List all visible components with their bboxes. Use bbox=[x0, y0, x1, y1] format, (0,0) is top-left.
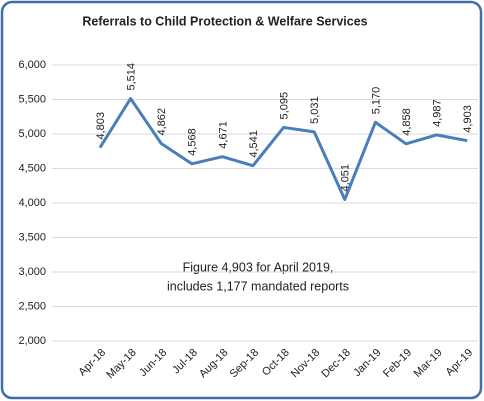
data-label: 4,987 bbox=[432, 99, 444, 127]
data-label: 4,903 bbox=[462, 105, 474, 133]
y-tick-label: 3,500 bbox=[18, 231, 46, 243]
data-label: 5,514 bbox=[126, 63, 138, 91]
data-label: 5,170 bbox=[370, 87, 382, 115]
data-label: 4,671 bbox=[217, 121, 229, 149]
data-label: 4,541 bbox=[248, 130, 260, 158]
y-tick-label: 5,000 bbox=[18, 128, 46, 140]
y-tick-label: 2,000 bbox=[18, 335, 46, 347]
data-label: 4,862 bbox=[156, 108, 168, 136]
data-label: 5,031 bbox=[309, 96, 321, 124]
y-tick-label: 2,500 bbox=[18, 300, 46, 312]
annotation: Figure 4,903 for April 2019, bbox=[183, 260, 334, 274]
y-tick-label: 6,000 bbox=[18, 59, 46, 71]
y-tick-label: 4,000 bbox=[18, 197, 46, 209]
annotation: includes 1,177 mandated reports bbox=[167, 279, 349, 293]
data-label: 4,568 bbox=[187, 128, 199, 156]
series-line bbox=[98, 97, 468, 201]
data-label: 5,095 bbox=[279, 92, 291, 120]
data-label: 4,858 bbox=[401, 108, 413, 136]
chart-title: Referrals to Child Protection & Welfare … bbox=[82, 14, 367, 28]
data-label: 4,051 bbox=[340, 164, 352, 192]
data-label: 4,803 bbox=[95, 112, 107, 140]
y-tick-label: 5,500 bbox=[18, 93, 46, 105]
y-tick-label: 4,500 bbox=[18, 162, 46, 174]
y-tick-label: 3,000 bbox=[18, 266, 46, 278]
